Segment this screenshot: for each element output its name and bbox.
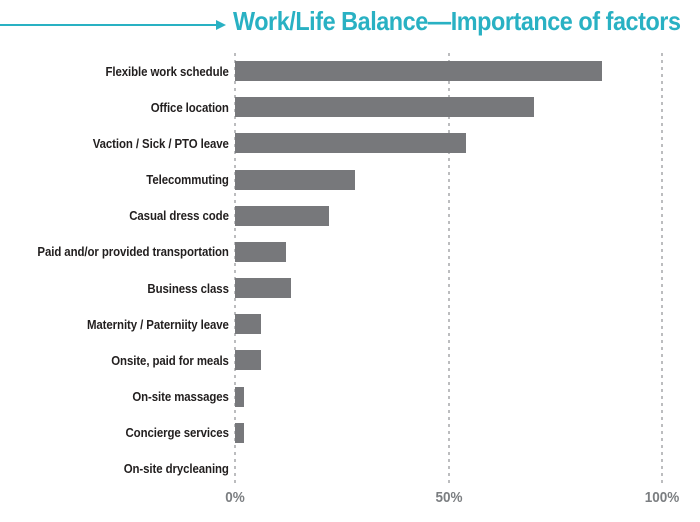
bar [235,97,534,118]
bar [235,133,466,154]
bar [235,278,291,299]
x-tick-label: 50% [434,489,463,506]
bar-track [235,53,662,89]
category-label: Concierge services [125,425,229,441]
plot-area: Flexible work schedule Office location Vac… [0,53,663,487]
category-label: Flexible work schedule [105,63,229,79]
chart-row: Concierge services [0,415,662,451]
bar-track [235,234,662,270]
gridlines [234,53,663,487]
x-tick-label: 100% [644,489,680,506]
bar-track [235,451,662,487]
chart-row: Maternity / Paterniity leave [0,306,662,342]
chart-row: Business class [0,270,662,306]
bar [235,169,355,190]
chart-row: Vaction / Sick / PTO leave [0,125,662,161]
category-label: Vaction / Sick / PTO leave [92,135,229,151]
chart-row: Onsite, paid for meals [0,342,662,378]
chart-row: Telecommuting [0,162,662,198]
bar-track [235,89,662,125]
category-label: Office location [150,99,229,115]
category-label: Onsite, paid for meals [111,352,229,368]
chart-row: Casual dress code [0,198,662,234]
category-label: On-site massages [132,389,229,405]
category-label: Business class [147,280,229,296]
chart-rows: Flexible work schedule Office location Vac… [0,53,662,487]
chart-row: Flexible work schedule [0,53,662,89]
x-axis: 0% 50% 100% [225,489,679,511]
arrow-head [216,20,226,30]
category-label: Maternity / Paterniity leave [86,316,229,332]
category-label: Casual dress code [129,208,229,224]
category-label: Paid and/or provided transportation [37,244,229,260]
chart-row: On-site drycleaning [0,451,662,487]
bar-track [235,306,662,342]
bar [235,241,287,262]
x-tick-label: 0% [225,489,245,506]
category-label: On-site drycleaning [123,461,229,477]
bar [235,386,244,407]
bar [235,61,603,82]
bar-track [235,270,662,306]
bar [235,422,244,443]
bar [235,350,261,371]
bar-track [235,342,662,378]
gridline [447,53,450,487]
gridline [234,53,236,487]
bar-track [235,379,662,415]
chart-row: On-site massages [0,379,662,415]
chart-row: Office location [0,89,662,125]
bar [235,314,261,335]
bar-track [235,162,662,198]
bar-track [235,125,662,161]
bar-track [235,415,662,451]
chart-title: Work/Life Balance—Importance of factors [233,6,681,36]
category-label: Telecommuting [146,172,229,188]
bar [235,205,329,226]
bar-track [235,198,662,234]
gridline [661,53,663,487]
chart-row: Paid and/or provided transportation [0,234,662,270]
arrow-line [0,24,217,26]
